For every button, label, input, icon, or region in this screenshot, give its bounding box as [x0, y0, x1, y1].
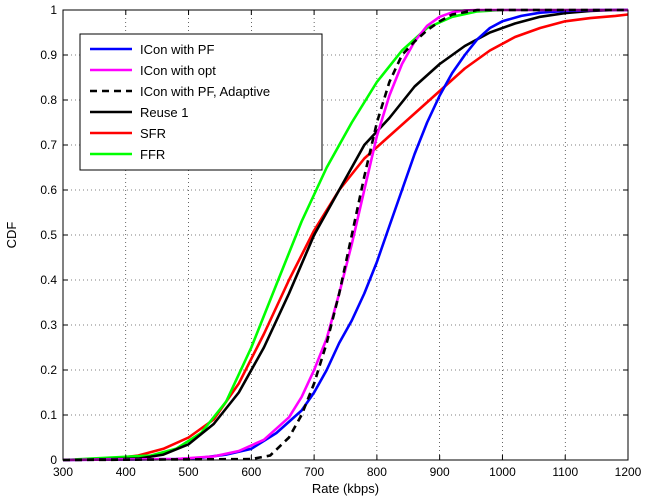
series-lines — [62, 8, 629, 462]
x-tick-label: 1000 — [489, 465, 516, 479]
legend: ICon with PF ICon with opt ICon with PF, A… — [79, 33, 323, 171]
y-tick-label: 0.9 — [40, 48, 57, 62]
x-tick-label: 300 — [53, 465, 73, 479]
series-line-1 — [62, 8, 628, 462]
axis-ticks — [62, 9, 629, 461]
legend-box — [79, 33, 323, 171]
y-tick-label: 0.6 — [40, 183, 57, 197]
legend-label-2: ICon with PF, Adaptive — [140, 84, 270, 99]
legend-label-1: ICon with opt — [140, 63, 216, 78]
series-line-3 — [62, 8, 628, 462]
y-tick-label: 0.1 — [40, 408, 57, 422]
x-tick-label: 900 — [430, 465, 450, 479]
legend-label-0: ICon with PF — [140, 42, 214, 57]
y-tick-label: 0.5 — [40, 228, 57, 242]
x-tick-label: 400 — [116, 465, 136, 479]
x-tick-label: 500 — [179, 465, 199, 479]
y-tick-label: 0.8 — [40, 93, 57, 107]
x-tick-label: 700 — [304, 465, 324, 479]
legend-label-5: FFR — [140, 147, 165, 162]
x-axis-label: Rate (kbps) — [312, 481, 379, 496]
axis-tick-labels: 300 400 500 600 700 800 900 1000 1100 1200 0 0.1 0.2… — [40, 3, 641, 479]
y-tick-label: 1 — [50, 3, 57, 17]
series-line-4 — [62, 13, 629, 462]
series-line-2 — [62, 8, 628, 462]
x-tick-label: 800 — [367, 465, 387, 479]
legend-label-4: SFR — [140, 126, 166, 141]
y-tick-label: 0.3 — [40, 318, 57, 332]
x-tick-label: 1100 — [552, 465, 578, 479]
legend-label-3: Reuse 1 — [140, 105, 188, 120]
x-tick-label: 1200 — [615, 465, 642, 479]
y-tick-label: 0.2 — [40, 363, 57, 377]
y-axis-label: CDF — [4, 222, 19, 249]
y-tick-label: 0.4 — [40, 273, 57, 287]
series-line-5 — [62, 8, 628, 462]
x-tick-label: 600 — [241, 465, 261, 479]
y-tick-label: 0.7 — [40, 138, 57, 152]
y-tick-label: 0 — [50, 453, 57, 467]
